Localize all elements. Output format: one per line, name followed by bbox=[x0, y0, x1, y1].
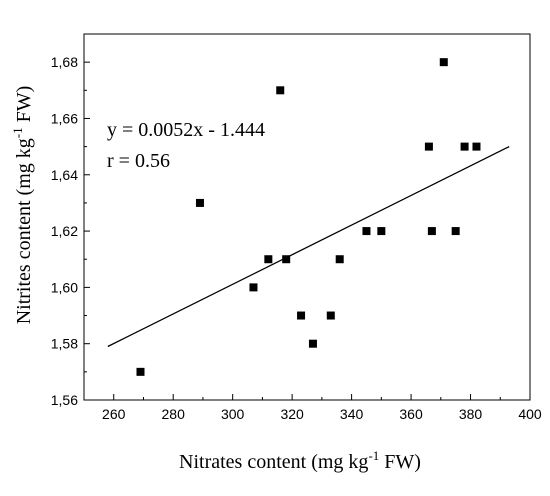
x-axis-title: Nitrates content (mg kg-1 FW) bbox=[179, 448, 421, 473]
x-tick-label: 380 bbox=[459, 406, 483, 422]
data-point bbox=[424, 142, 433, 151]
y-tick-label: 1,68 bbox=[51, 54, 78, 70]
data-point bbox=[282, 255, 291, 264]
data-point bbox=[195, 198, 204, 207]
y-tick-label: 1,56 bbox=[51, 392, 78, 408]
data-point bbox=[427, 227, 436, 236]
annotation-equation: y = 0.0052x - 1.444 bbox=[107, 119, 265, 141]
data-point bbox=[439, 58, 448, 67]
x-tick-label: 300 bbox=[221, 406, 245, 422]
data-point bbox=[460, 142, 469, 151]
x-tick-label: 320 bbox=[280, 406, 304, 422]
data-point bbox=[377, 227, 386, 236]
x-tick-label: 340 bbox=[340, 406, 364, 422]
plot-frame bbox=[83, 33, 531, 401]
regression-line bbox=[107, 146, 510, 348]
annotation-r: r = 0.56 bbox=[107, 150, 170, 172]
y-tick-label: 1,58 bbox=[51, 336, 78, 352]
x-tick-label: 280 bbox=[162, 406, 186, 422]
x-tick-label: 260 bbox=[102, 406, 126, 422]
data-point bbox=[308, 339, 317, 348]
data-point bbox=[249, 283, 258, 292]
y-axis-ticks: 1,56 1,58 1,60 1,62 1,64 1,66 1,68 bbox=[51, 54, 90, 408]
y-tick-label: 1,64 bbox=[51, 167, 78, 183]
data-point bbox=[326, 311, 335, 320]
data-point bbox=[362, 227, 371, 236]
data-point bbox=[335, 255, 344, 264]
data-point bbox=[297, 311, 306, 320]
fit-line-group bbox=[107, 146, 510, 348]
data-point bbox=[276, 86, 285, 95]
y-tick-label: 1,66 bbox=[51, 110, 78, 126]
x-tick-label: 400 bbox=[518, 406, 542, 422]
data-points bbox=[136, 58, 481, 376]
data-point bbox=[136, 367, 145, 376]
y-axis-title: Nitrites content (mg kg-1 FW) bbox=[10, 86, 35, 325]
data-point bbox=[264, 255, 273, 264]
data-point bbox=[451, 227, 460, 236]
x-axis-ticks: 260 280 300 320 340 360 380 400 bbox=[102, 394, 542, 422]
y-tick-label: 1,62 bbox=[51, 223, 78, 239]
data-point bbox=[472, 142, 481, 151]
x-tick-label: 360 bbox=[399, 406, 423, 422]
y-tick-label: 1,60 bbox=[51, 279, 78, 295]
